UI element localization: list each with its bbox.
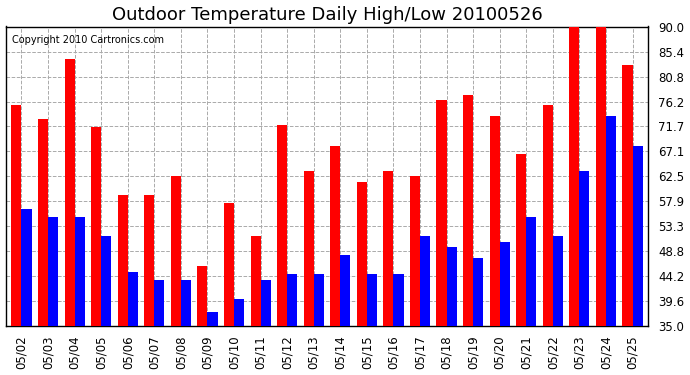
Bar <box>197 266 208 375</box>
Bar <box>314 274 324 375</box>
Bar <box>622 64 633 375</box>
Bar <box>261 280 270 375</box>
Bar <box>118 195 128 375</box>
Bar <box>463 94 473 375</box>
Bar <box>128 272 138 375</box>
Bar <box>340 255 351 375</box>
Bar <box>516 154 526 375</box>
Bar <box>473 258 483 375</box>
Bar <box>91 127 101 375</box>
Bar <box>101 236 111 375</box>
Bar <box>569 27 580 375</box>
Bar <box>393 274 404 375</box>
Bar <box>250 236 261 375</box>
Bar <box>331 146 340 375</box>
Bar <box>234 299 244 375</box>
Bar <box>287 274 297 375</box>
Bar <box>48 217 58 375</box>
Bar <box>277 124 287 375</box>
Bar <box>38 119 48 375</box>
Bar <box>446 247 457 375</box>
Bar <box>633 146 642 375</box>
Bar <box>357 182 367 375</box>
Bar <box>144 195 155 375</box>
Bar <box>208 312 217 375</box>
Bar <box>553 236 563 375</box>
Bar <box>543 105 553 375</box>
Bar <box>12 105 21 375</box>
Bar <box>490 116 500 375</box>
Bar <box>526 217 536 375</box>
Bar <box>304 171 314 375</box>
Text: Copyright 2010 Cartronics.com: Copyright 2010 Cartronics.com <box>12 36 164 45</box>
Bar <box>21 209 32 375</box>
Bar <box>420 236 430 375</box>
Bar <box>606 116 616 375</box>
Bar <box>171 176 181 375</box>
Bar <box>367 274 377 375</box>
Title: Outdoor Temperature Daily High/Low 20100526: Outdoor Temperature Daily High/Low 20100… <box>112 6 542 24</box>
Bar <box>65 59 75 375</box>
Bar <box>580 171 589 375</box>
Bar <box>500 242 510 375</box>
Bar <box>437 100 446 375</box>
Bar <box>75 217 85 375</box>
Bar <box>596 27 606 375</box>
Bar <box>224 204 234 375</box>
Bar <box>410 176 420 375</box>
Bar <box>384 171 393 375</box>
Bar <box>181 280 191 375</box>
Bar <box>155 280 164 375</box>
